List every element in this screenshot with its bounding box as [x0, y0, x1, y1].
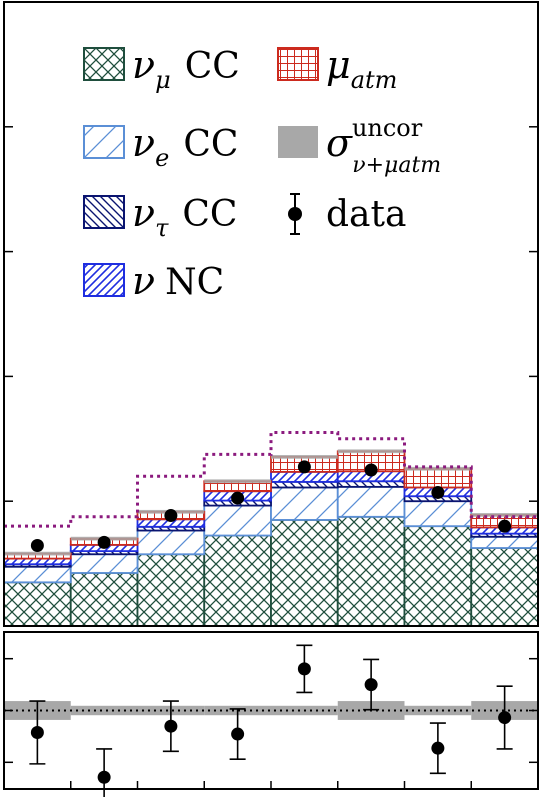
uncor-band-main-7	[404, 466, 472, 471]
legend-symbol-nu_tau_cc: ν	[132, 191, 155, 235]
ratio-point-5	[296, 644, 313, 694]
ratio-point-7	[429, 722, 446, 775]
bar-nu_mu_cc-5	[270, 519, 339, 627]
data-point-main-4	[231, 491, 245, 505]
bar-nu_e_cc-3	[136, 529, 206, 556]
data-points-main	[30, 460, 512, 553]
uncor-band-main-5	[271, 455, 338, 459]
legend-swatch-uncor	[278, 126, 318, 158]
legend-symbol-uncor: σ	[326, 121, 353, 165]
data-point-main-7	[431, 485, 445, 499]
main-panel	[3, 1, 539, 627]
uncor-band-main-4	[204, 479, 271, 484]
legend-swatch-data-point	[288, 207, 302, 221]
legend-label-uncor: σuncor ν+μatm	[326, 114, 441, 178]
bar-nu_mu_cc-2	[69, 572, 139, 627]
bar-nu_e_cc-1	[3, 565, 72, 584]
legend-item-nu_mu_cc: νμ CC	[83, 43, 240, 94]
uncor-band-main-8	[471, 513, 538, 517]
legend-symbol-nu_nc: ν	[132, 259, 155, 303]
bar-nu_e_cc-2	[69, 553, 139, 574]
ratio-ticks	[4, 657, 538, 789]
uncor-band-main-1	[4, 551, 71, 556]
series-nu_mu_cc	[3, 515, 539, 627]
legend-sub-mu_atm: atm	[351, 66, 398, 94]
ratio-marker-3	[164, 719, 178, 733]
ratio-marker-5	[297, 662, 311, 676]
bar-mu_atm-7	[403, 467, 473, 489]
legend-symbol-mu_atm: μ	[326, 43, 351, 87]
legend-item-uncor: σuncor ν+μatm	[278, 114, 441, 178]
legend-sub-nu_e_cc: e	[155, 144, 169, 172]
data-points-ratio	[29, 644, 513, 797]
legend-sub-uncor: ν+μatm	[352, 153, 441, 178]
bar-nu_mu_cc-4	[203, 534, 272, 627]
legend-swatch-nu_mu_cc	[83, 47, 125, 81]
legend-text-nu_e_cc: CC	[183, 124, 238, 165]
bar-nu_e_cc-5	[270, 486, 339, 521]
legend-symbol-nu_mu_cc: ν	[132, 43, 155, 87]
legend-label-nu_tau_cc: ντ CC	[132, 191, 237, 242]
ratio-point-3	[162, 700, 179, 753]
legend-item-nu_tau_cc: ντ CC	[83, 191, 237, 242]
ratio-point-1	[29, 700, 46, 765]
legend-sub-nu_mu_cc: μ	[155, 66, 171, 94]
legend-swatch-nu_nc	[83, 263, 125, 297]
bar-nu_mu_cc-1	[3, 581, 72, 627]
legend-text-nu_nc: NC	[165, 262, 224, 303]
ratio-marker-6	[364, 678, 378, 692]
data-point-main-3	[164, 509, 178, 523]
bar-nu_mu_cc-8	[470, 547, 539, 627]
ratio-point-2	[96, 748, 113, 797]
legend-swatch-mu_atm	[277, 47, 319, 81]
ratio-marker-8	[498, 711, 512, 725]
legend-text-nu_mu_cc: CC	[185, 46, 240, 87]
main-frame	[3, 1, 539, 627]
legend-label-nu_mu_cc: νμ CC	[132, 43, 240, 94]
data-point-main-5	[297, 460, 311, 474]
data-point-main-1	[30, 539, 44, 553]
bar-nu_e_cc-4	[203, 504, 272, 537]
legend-label-data: data	[326, 194, 406, 235]
main-ticks	[4, 126, 538, 502]
legend-swatch-nu_tau_cc	[83, 195, 125, 229]
dotted-prediction-line	[4, 431, 538, 528]
uncor-band-ratio-2	[70, 705, 138, 716]
legend-sub-nu_tau_cc: τ	[155, 214, 169, 242]
data-point-main-8	[498, 519, 512, 533]
ratio-marker-7	[431, 741, 445, 755]
ratio-marker-2	[97, 770, 111, 784]
legend-item-nu_e_cc: νe CC	[83, 121, 238, 172]
bar-nu_e_cc-6	[336, 485, 406, 518]
legend-symbol-nu_e_cc: ν	[132, 121, 155, 165]
bar-nu_mu_cc-7	[403, 525, 473, 627]
legend-item-nu_nc: ν NC	[83, 259, 224, 303]
ratio-marker-4	[231, 727, 245, 741]
legend-label-nu_nc: ν NC	[132, 259, 224, 303]
legend-sup-uncor: uncor	[352, 114, 423, 142]
uncor-band-ratio	[4, 701, 538, 720]
ratio-panel	[3, 631, 539, 797]
legend-label-mu_atm: μatm	[326, 43, 397, 94]
ratio-point-4	[229, 708, 246, 760]
data-point-main-6	[364, 463, 378, 477]
bar-nu_mu_cc-6	[336, 515, 406, 627]
data-point-main-2	[97, 535, 111, 549]
legend-item-data: data	[288, 193, 406, 235]
ratio-marker-1	[30, 725, 44, 739]
bar-nu_e_cc-8	[470, 535, 539, 549]
bar-nu_mu_cc-3	[136, 553, 206, 627]
ratio-point-8	[496, 685, 513, 750]
legend-item-mu_atm: μatm	[277, 43, 397, 94]
legend-text-data: data	[326, 194, 406, 235]
legend-label-nu_e_cc: νe CC	[132, 121, 238, 172]
ratio-point-6	[363, 658, 380, 711]
uncor-band-main-6	[337, 449, 405, 454]
legend-text-nu_tau_cc: CC	[182, 194, 237, 235]
legend-swatch-nu_e_cc	[83, 125, 125, 159]
bar-nu_e_cc-7	[403, 500, 473, 528]
